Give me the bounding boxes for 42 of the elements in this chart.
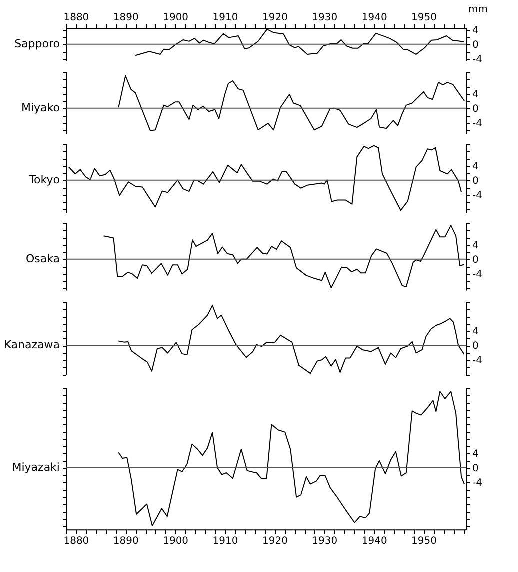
legend-label: Kanazawa [4, 338, 60, 352]
y-tick-label: 0 [472, 341, 479, 352]
y-axis-title: mm [468, 4, 488, 16]
y-tick-label: -4 [472, 54, 482, 66]
x-tick-label: 1920 [262, 536, 288, 548]
x2-tick-label: 1910 [212, 12, 238, 24]
y-tick-label: 0 [472, 40, 479, 51]
y-tick-label: -4 [472, 356, 482, 367]
y-tick-label: 4 [472, 326, 479, 338]
y-tick-label: -4 [472, 478, 482, 489]
text: Osaka [26, 252, 60, 266]
y-tick-label: 4 [472, 448, 479, 460]
y-tick-label: 0 [472, 463, 479, 474]
y-tick-label: 4 [472, 240, 479, 252]
y-tick-label: -4 [472, 118, 482, 130]
x-tick-label: 1940 [362, 536, 388, 548]
x-tick-label: 1930 [312, 536, 338, 548]
legend-label: Tokyo [28, 173, 60, 186]
x-tick-label: 1880 [64, 536, 90, 548]
x2-tick-label: 1900 [163, 12, 189, 24]
y-tick-label: 4 [472, 25, 479, 36]
y-tick-label: -4 [472, 190, 482, 202]
line-series [103, 225, 466, 289]
x2-tick-label: 1920 [262, 12, 288, 24]
legend-label: Sapporo [14, 37, 60, 50]
y-tick-label: 0 [472, 176, 479, 187]
y-tick-label: -4 [472, 269, 482, 280]
x2-tick-label: 1940 [362, 12, 388, 24]
x-tick-label: 1890 [113, 536, 139, 548]
text: Miyako [21, 101, 60, 114]
x2-tick-label: 1890 [113, 12, 139, 24]
y-tick-label: 4 [472, 89, 479, 100]
x2-tick-label: 1930 [312, 12, 338, 24]
x2-tick-label: 1950 [412, 12, 437, 24]
y-tick-label: 4 [472, 161, 479, 172]
x-tick-label: 1900 [163, 536, 189, 548]
x2-tick-label: 1880 [64, 12, 90, 24]
legend-label: Miyazaki [12, 460, 60, 474]
x-tick-label: 1910 [212, 536, 238, 548]
y-tick-label: 0 [472, 254, 479, 266]
y-tick-label: 0 [472, 104, 479, 115]
x-tick-label: 1950 [412, 536, 437, 548]
